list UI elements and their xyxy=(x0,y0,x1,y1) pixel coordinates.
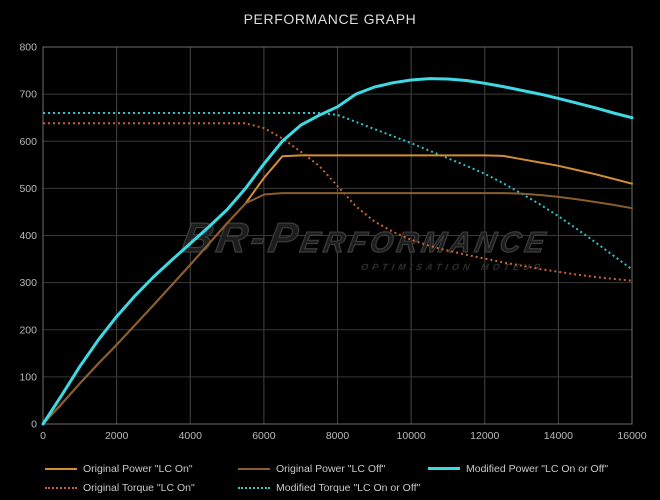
x-tick-label: 14000 xyxy=(544,430,573,442)
x-tick-label: 8000 xyxy=(326,430,350,442)
x-tick-label: 12000 xyxy=(470,430,499,442)
y-tick-label: 800 xyxy=(19,42,37,54)
legend-swatch-original-power-lc-on xyxy=(45,467,77,470)
legend-item-original-power-lc-off: Original Power "LC Off" xyxy=(238,460,385,475)
legend-item-modified-power-lc-on-or-off: Modified Power "LC On or Off" xyxy=(428,460,608,475)
y-tick-label: 700 xyxy=(19,89,37,101)
series-original-torque-lc-on xyxy=(43,122,633,282)
plot-series xyxy=(41,77,634,426)
x-tick-label: 2000 xyxy=(105,430,129,442)
legend-swatch-original-power-lc-off xyxy=(238,467,270,470)
x-tick-label: 6000 xyxy=(252,430,276,442)
legend-swatch-modified-power-lc-on-or-off xyxy=(428,467,460,471)
plot-grid-axes: 0 2000 4000 6000 8000 10000 12000 14000 16000 0 10… xyxy=(19,42,646,443)
legend-swatch-original-torque-lc-on xyxy=(45,486,77,489)
y-tick-label: 600 xyxy=(19,136,37,148)
series-modified-power-lc-on-or-off xyxy=(41,77,634,426)
series-modified-torque-lc-on-or-off xyxy=(43,112,633,271)
x-tick-label: 4000 xyxy=(179,430,203,442)
plot-border xyxy=(42,46,633,425)
y-tick-label: 500 xyxy=(19,183,37,195)
y-tick-label: 0 xyxy=(31,419,37,431)
legend-label: Original Power "LC On" xyxy=(83,462,193,475)
legend-label: Original Power "LC Off" xyxy=(276,462,386,475)
legend-label: Original Torque "LC On" xyxy=(83,481,195,494)
legend-label: Modified Power "LC On or Off" xyxy=(466,462,609,475)
x-tick-label: 10000 xyxy=(397,430,426,442)
chart-title: PERFORMANCE GRAPH xyxy=(243,11,417,27)
chart-legend: Original Power "LC On" Original Power "LC… xyxy=(0,455,660,500)
y-tick-label: 100 xyxy=(19,371,37,383)
legend-item-original-torque-lc-on: Original Torque "LC On" xyxy=(45,479,195,494)
legend-item-original-power-lc-on: Original Power "LC On" xyxy=(45,460,193,475)
legend-label: Modified Torque "LC On or Off" xyxy=(276,481,421,494)
x-tick-label: 16000 xyxy=(617,430,646,442)
x-tick-label: 0 xyxy=(40,430,46,442)
y-tick-label: 400 xyxy=(19,230,37,242)
series-original-power-lc-off xyxy=(42,192,633,425)
y-tick-label: 300 xyxy=(19,277,37,289)
y-tick-label: 200 xyxy=(19,324,37,336)
legend-item-modified-torque-lc-on-or-off: Modified Torque "LC On or Off" xyxy=(238,479,420,494)
legend-swatch-modified-torque-lc-on-or-off xyxy=(238,486,270,489)
